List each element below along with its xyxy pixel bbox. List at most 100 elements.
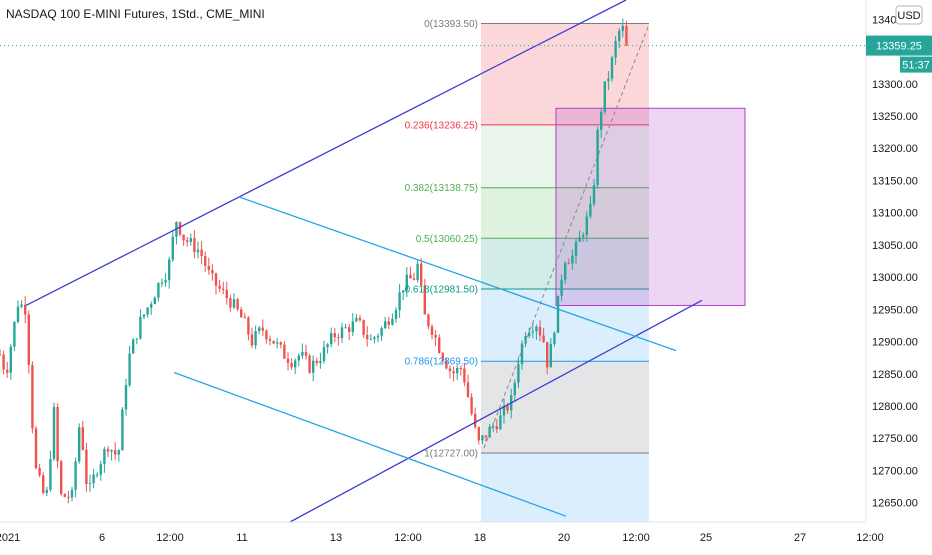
candle (517, 356, 520, 388)
candle-body (243, 317, 246, 319)
candle-body (495, 426, 498, 430)
candle (567, 258, 570, 265)
candle (78, 423, 81, 464)
candle (268, 335, 272, 346)
candle-body (528, 332, 531, 337)
candlestick-series (0, 18, 628, 504)
candle-body (340, 327, 344, 339)
candle-body (2, 354, 5, 370)
candle (409, 266, 412, 279)
candle-body (139, 316, 142, 339)
candle-body (290, 362, 293, 368)
candle (81, 420, 84, 451)
candle-body (24, 304, 27, 315)
fib-level-label: 0.786(12869.50) (405, 357, 478, 368)
candle (236, 297, 239, 312)
price-tick-label: 12900.00 (872, 337, 918, 349)
time-axis-ticks: 2021 6 12:00 11 13 12:00 18 20 12:00 25 27 12:00 (0, 532, 884, 544)
candle (394, 307, 398, 323)
candle (600, 109, 603, 139)
candle (286, 352, 290, 371)
fib-level-label: 0(13393.50) (424, 19, 478, 30)
candle (110, 449, 113, 461)
candle (60, 460, 63, 497)
candle-body (466, 382, 470, 397)
time-tick-label: 12:00 (156, 532, 184, 544)
candle (229, 294, 232, 312)
candle (553, 331, 556, 347)
time-axis[interactable] (0, 522, 932, 550)
candle-body (117, 450, 120, 455)
candle-body (70, 489, 74, 498)
candle (582, 232, 585, 242)
candle-body (445, 361, 448, 369)
rectangle-drawing[interactable] (555, 107, 746, 306)
candle (564, 260, 567, 284)
candle-body (582, 235, 585, 238)
price-axis[interactable] (866, 0, 932, 550)
candle-body (312, 360, 315, 373)
candle (164, 273, 167, 287)
candle (258, 325, 261, 335)
candle (618, 28, 621, 49)
candle (290, 358, 293, 370)
last-price-value: 13359.25 (876, 41, 922, 53)
candle (63, 493, 66, 498)
candle-body (348, 327, 351, 333)
candle-body (520, 343, 524, 364)
candle-body (438, 337, 441, 354)
candle (211, 264, 214, 281)
candle-body (200, 249, 203, 257)
fib-zone (481, 361, 649, 454)
candle-body (229, 298, 232, 308)
currency-button[interactable]: USD (895, 5, 923, 25)
candle (99, 460, 102, 481)
candle-body (132, 339, 135, 354)
candle (171, 230, 174, 262)
candle-body (56, 406, 59, 462)
candle (448, 365, 452, 379)
candle (45, 486, 48, 497)
candle-body (81, 427, 84, 450)
candle (402, 290, 405, 301)
price-tick-label: 12800.00 (872, 401, 918, 413)
candle (466, 374, 470, 398)
candle-body (182, 234, 185, 241)
candle (528, 327, 531, 339)
candle (549, 338, 552, 368)
candle (124, 378, 128, 416)
candle-body (322, 347, 326, 361)
candle (279, 341, 282, 349)
candle (603, 81, 606, 115)
fib-level-label: 0.382(13138.75) (405, 183, 478, 194)
candle-body (222, 288, 225, 290)
candle (272, 340, 275, 345)
candle (344, 323, 347, 329)
candle (560, 274, 563, 302)
candle (96, 471, 99, 478)
price-tick-label: 12750.00 (872, 433, 918, 445)
candle (463, 363, 466, 387)
candle-body (301, 352, 304, 356)
candle-body (560, 279, 563, 296)
candle (186, 236, 189, 247)
fibonacci-retracement[interactable] (481, 23, 649, 522)
candle (42, 472, 45, 495)
candle (456, 364, 459, 380)
candle-body (114, 450, 117, 455)
candle (178, 221, 182, 237)
candle (294, 358, 297, 374)
candle-body (420, 263, 423, 286)
candle-body (477, 427, 480, 441)
candle-body (106, 449, 110, 452)
candle (139, 309, 142, 340)
candle-body (186, 240, 189, 242)
candle-body (387, 321, 390, 325)
candle-body (78, 427, 81, 462)
candle (243, 312, 246, 319)
candle-body (405, 274, 408, 291)
candle-body (398, 292, 401, 311)
trendlines[interactable] (25, 0, 703, 523)
